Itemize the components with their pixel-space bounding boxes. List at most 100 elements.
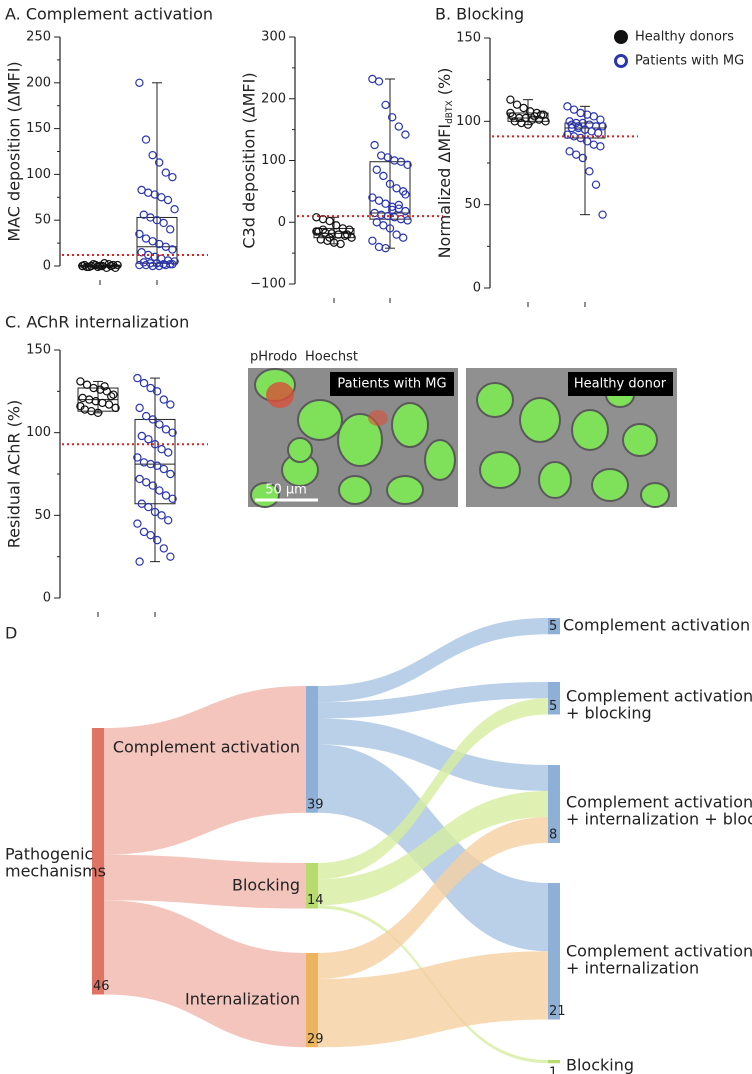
data-point bbox=[589, 112, 599, 121]
y-axis-label-suffix: (%) bbox=[435, 68, 454, 101]
data-point bbox=[154, 158, 164, 167]
micrograph: pHrodo Hoechst Patients with MG Healthy … bbox=[248, 350, 677, 508]
data-point bbox=[146, 530, 155, 540]
data-point bbox=[133, 453, 142, 462]
panel-title: D bbox=[5, 624, 17, 643]
node-label: Complement activation bbox=[563, 616, 750, 635]
data-point bbox=[135, 403, 144, 413]
data-point bbox=[106, 392, 116, 401]
phrodo-signal bbox=[368, 410, 388, 426]
data-point bbox=[170, 205, 179, 214]
data-point bbox=[368, 236, 377, 245]
node-label: + internalization + blocking bbox=[566, 810, 752, 829]
data-point bbox=[334, 230, 343, 239]
data-point bbox=[399, 233, 408, 242]
data-point bbox=[163, 516, 173, 525]
node-value: 5 bbox=[549, 699, 557, 714]
node-label: Complement activation bbox=[566, 687, 752, 706]
legend-label: Healthy donors bbox=[635, 30, 734, 45]
node-value: 29 bbox=[307, 1032, 324, 1047]
flow bbox=[318, 951, 548, 1048]
data-point bbox=[585, 167, 594, 176]
y-tick-label: −100 bbox=[250, 277, 286, 292]
data-point bbox=[368, 193, 377, 202]
node-label: Internalization bbox=[185, 990, 300, 1009]
y-tick-label: 200 bbox=[261, 91, 286, 106]
data-point bbox=[370, 140, 379, 150]
node-value: 5 bbox=[549, 619, 557, 634]
node bbox=[306, 686, 318, 813]
data-point bbox=[374, 196, 384, 205]
y-tick-label: 100 bbox=[26, 167, 51, 182]
data-point bbox=[155, 486, 164, 495]
panel-title: B. Blocking bbox=[435, 5, 524, 24]
data-point bbox=[148, 150, 157, 160]
data-point bbox=[394, 200, 403, 210]
data-point bbox=[598, 210, 607, 219]
data-point bbox=[168, 259, 177, 269]
y-tick-label: 50 bbox=[34, 213, 51, 228]
data-point bbox=[137, 499, 146, 508]
node bbox=[92, 728, 104, 995]
data-point bbox=[93, 408, 103, 418]
data-point bbox=[168, 172, 177, 182]
data-point bbox=[569, 105, 579, 114]
y-tick-label: 0 bbox=[278, 215, 286, 230]
data-point bbox=[385, 179, 395, 189]
data-point bbox=[574, 122, 583, 131]
data-point bbox=[144, 502, 153, 512]
data-point bbox=[576, 133, 585, 143]
data-point bbox=[598, 122, 607, 131]
y-axis-label-main: Normalized ΔMFI bbox=[435, 124, 454, 259]
data-point bbox=[316, 235, 325, 244]
data-point bbox=[135, 474, 144, 484]
data-point bbox=[343, 230, 352, 239]
data-point bbox=[506, 95, 515, 104]
data-point bbox=[157, 511, 166, 520]
data-point bbox=[170, 257, 179, 266]
y-axis-label: C3d deposition (ΔMFI) bbox=[240, 72, 259, 248]
data-point bbox=[388, 113, 397, 122]
node bbox=[548, 765, 560, 843]
y-axis-label: MAC deposition (ΔMFI) bbox=[5, 61, 24, 241]
data-point bbox=[152, 387, 162, 396]
data-point bbox=[563, 102, 572, 111]
data-point bbox=[372, 165, 381, 174]
node-label: Complement activation bbox=[113, 738, 300, 757]
data-point bbox=[523, 120, 533, 129]
node-value: 21 bbox=[549, 1004, 566, 1019]
flow bbox=[318, 618, 548, 703]
data-point bbox=[148, 415, 157, 424]
data-point bbox=[506, 108, 515, 118]
node-value: 39 bbox=[307, 797, 324, 812]
data-point bbox=[76, 377, 85, 386]
data-point bbox=[152, 535, 162, 545]
data-point bbox=[385, 224, 395, 233]
data-point bbox=[166, 469, 175, 479]
data-point bbox=[163, 448, 173, 457]
data-point bbox=[401, 206, 410, 216]
data-point bbox=[109, 390, 118, 399]
flow bbox=[318, 718, 548, 791]
data-point bbox=[325, 216, 334, 226]
data-point bbox=[161, 425, 171, 434]
data-point bbox=[135, 557, 144, 566]
panel-title: C. AChR internalization bbox=[5, 313, 189, 332]
label-box bbox=[568, 372, 673, 396]
data-point bbox=[157, 445, 166, 454]
data-point bbox=[374, 242, 384, 252]
data-point bbox=[336, 239, 345, 249]
node-label: Blocking bbox=[232, 876, 300, 895]
flow bbox=[318, 698, 548, 880]
flow bbox=[318, 682, 548, 719]
legend-marker bbox=[614, 30, 628, 44]
node bbox=[548, 1060, 560, 1064]
node-label: Complement activation bbox=[566, 942, 752, 961]
node-label: Complement activation bbox=[566, 793, 752, 812]
data-point bbox=[379, 171, 388, 181]
data-point bbox=[159, 544, 168, 553]
data-point bbox=[168, 245, 177, 254]
box bbox=[134, 418, 176, 505]
y-tick-label: 100 bbox=[456, 114, 481, 129]
data-point bbox=[166, 552, 175, 561]
